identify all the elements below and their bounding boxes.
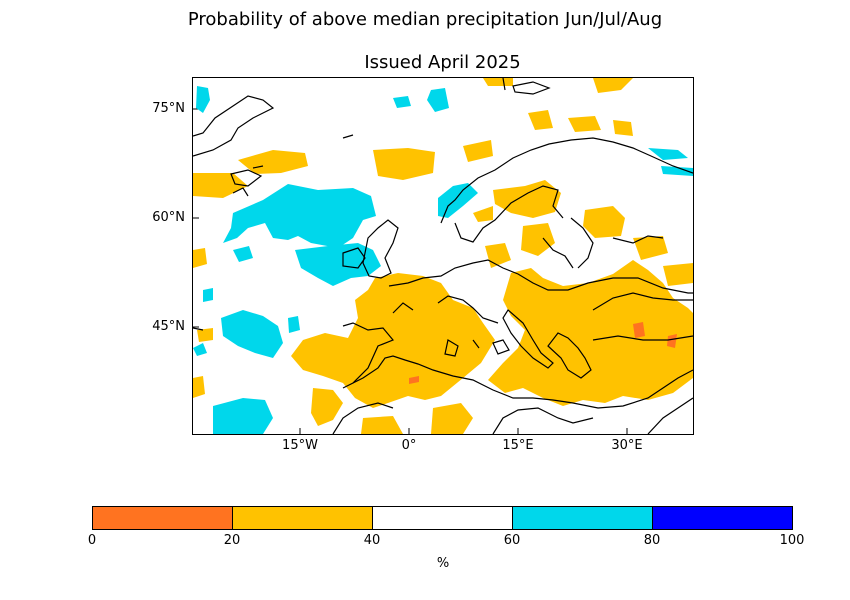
below-median-regions xyxy=(193,78,693,434)
colorbar-tick-100: 100 xyxy=(779,533,805,548)
map-ticks xyxy=(193,108,628,434)
probability-map xyxy=(193,78,693,434)
colorbar-tick-40: 40 xyxy=(363,533,381,548)
figure-title: Probability of above median precipitatio… xyxy=(187,9,663,30)
map-panel xyxy=(192,77,694,435)
above-median-regions xyxy=(193,86,693,434)
longitude-label-15w: 15°W xyxy=(282,438,318,453)
latitude-label-60n: 60°N xyxy=(152,210,185,225)
colorbar xyxy=(92,506,793,530)
coastlines xyxy=(193,78,693,434)
colorbar-tick-80: 80 xyxy=(643,533,661,548)
colorbar-tick-0: 0 xyxy=(87,533,97,548)
well-below-median-regions xyxy=(409,322,677,384)
figure-subtitle: Issued April 2025 xyxy=(364,52,521,73)
colorbar-segment-20-40 xyxy=(233,507,373,529)
colorbar-tick-60: 60 xyxy=(503,533,521,548)
colorbar-segment-0-20 xyxy=(93,507,233,529)
longitude-label-15e: 15°E xyxy=(502,438,534,453)
colorbar-unit-label: % xyxy=(436,556,450,571)
longitude-label-30e: 30°E xyxy=(611,438,643,453)
colorbar-tick-20: 20 xyxy=(223,533,241,548)
latitude-label-45n: 45°N xyxy=(152,319,185,334)
colorbar-segment-80-100 xyxy=(653,507,792,529)
latitude-label-75n: 75°N xyxy=(152,101,185,116)
longitude-label-0: 0° xyxy=(401,438,417,453)
colorbar-segment-60-80 xyxy=(513,507,653,529)
colorbar-segment-40-60 xyxy=(373,507,513,529)
